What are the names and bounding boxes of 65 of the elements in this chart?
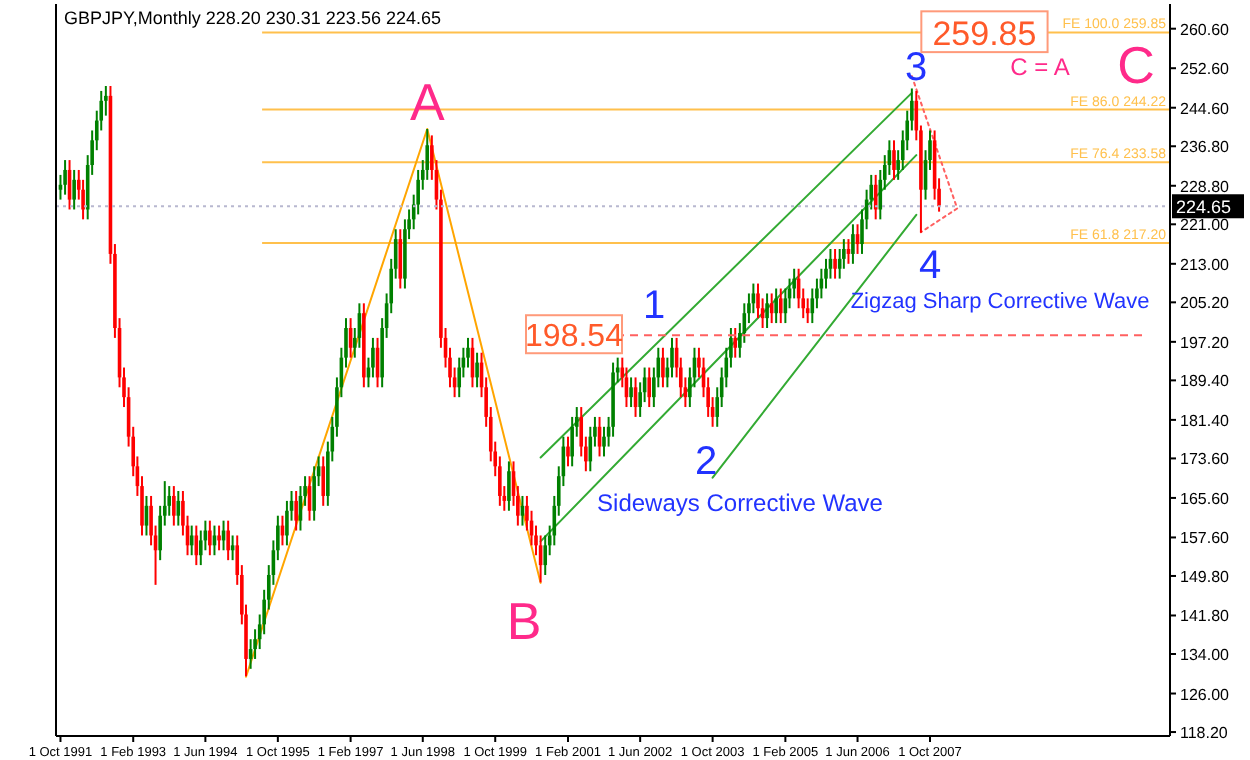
- candlestick: [670, 336, 674, 379]
- annotation: Zigzag Sharp Corrective Wave: [850, 289, 1150, 314]
- chart-title: GBPJPY,Monthly 228.20 230.31 223.56 224.65: [64, 8, 441, 28]
- y-tick-label: 134.00: [1180, 646, 1231, 665]
- y-tick-label: 228.80: [1180, 177, 1231, 196]
- candlestick: [208, 519, 212, 557]
- y-tick-label: 252.60: [1180, 60, 1231, 79]
- candlestick: [833, 247, 837, 280]
- y-tick-label: 189.40: [1180, 372, 1231, 391]
- y-tick-label: 221.00: [1180, 216, 1231, 235]
- candlestick: [765, 292, 769, 330]
- candlestick: [321, 455, 326, 507]
- candlestick: [570, 415, 574, 468]
- annotation: 2: [694, 440, 718, 485]
- candlestick: [198, 529, 203, 567]
- annotation: C = A: [1010, 52, 1070, 81]
- candlestick: [602, 425, 606, 458]
- y-tick-label: 205.20: [1180, 294, 1231, 313]
- candlestick: [629, 376, 633, 409]
- candlestick: [457, 356, 462, 399]
- y-tick-label: 141.80: [1180, 607, 1231, 626]
- candlestick: [72, 168, 76, 211]
- candlestick: [824, 257, 828, 290]
- candlestick: [892, 139, 896, 181]
- y-tick-label: 197.20: [1180, 333, 1231, 352]
- y-tick-label: 126.00: [1180, 685, 1231, 704]
- annotation: 259.85: [932, 14, 1037, 53]
- y-tick-label: 213.00: [1180, 255, 1231, 274]
- annotation: C: [1117, 34, 1155, 95]
- candlestick: [371, 336, 375, 379]
- annotation: 4: [918, 244, 942, 289]
- candlestick: [466, 336, 470, 369]
- candlestick: [285, 499, 289, 547]
- candlestick: [81, 178, 85, 221]
- y-tick-label: 149.80: [1180, 567, 1231, 586]
- y-tick-label: 118.20: [1180, 724, 1229, 743]
- y-tick-label: 244.60: [1180, 99, 1231, 118]
- annotation: 1: [642, 284, 666, 329]
- candlestick: [756, 282, 760, 320]
- y-tick-label: 236.80: [1180, 138, 1231, 157]
- candlestick: [647, 366, 652, 409]
- y-tick-label: 260.60: [1180, 20, 1231, 39]
- annotation: B: [506, 590, 542, 651]
- candlestick: [294, 490, 298, 532]
- candlestick: [226, 519, 230, 562]
- ref-line-label: 224.65: [1176, 197, 1232, 218]
- candlestick: [507, 460, 511, 512]
- candlestick: [217, 524, 221, 552]
- candlestick: [566, 435, 570, 468]
- y-tick-label: 157.60: [1180, 529, 1231, 548]
- candlestick: [733, 327, 738, 359]
- y-tick-label: 165.60: [1180, 489, 1231, 508]
- candlestick: [661, 346, 665, 389]
- y-tick-label: 181.40: [1180, 411, 1231, 430]
- candlestick: [778, 287, 783, 325]
- candlestick: [475, 351, 479, 389]
- candlestick: [172, 485, 176, 527]
- y-tick-label: 173.60: [1180, 450, 1231, 469]
- candlestick: [792, 267, 796, 300]
- annotation: 3: [904, 46, 928, 91]
- candlestick: [774, 287, 778, 325]
- candlestick: [851, 223, 855, 265]
- candlestick: [543, 534, 548, 576]
- annotation: Sideways Corrective Wave: [597, 488, 884, 517]
- candlestick: [63, 159, 67, 196]
